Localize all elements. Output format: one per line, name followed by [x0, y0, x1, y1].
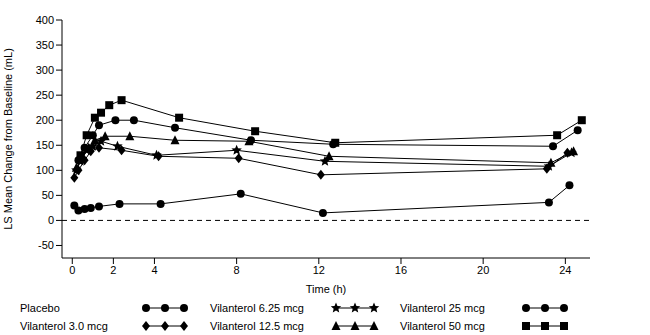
svg-text:50: 50: [42, 189, 54, 201]
svg-text:300: 300: [36, 64, 54, 76]
svg-text:-50: -50: [38, 239, 54, 251]
svg-text:150: 150: [36, 139, 54, 151]
html-text:Vilanterol 6.25 mcg: Vilanterol 6.25 mcg: [210, 302, 304, 314]
svg-text:2: 2: [110, 264, 116, 276]
svg-text:12: 12: [313, 264, 325, 276]
svg-text:200: 200: [36, 114, 54, 126]
svg-text:250: 250: [36, 89, 54, 101]
svg-text:400: 400: [36, 14, 54, 26]
svg-text:100: 100: [36, 164, 54, 176]
svg-text:20: 20: [477, 264, 489, 276]
html-text:Placebo: Placebo: [20, 302, 60, 314]
svg-text:24: 24: [559, 264, 571, 276]
html-text:Vilanterol 50 mcg: Vilanterol 50 mcg: [400, 320, 485, 332]
svg-text:0: 0: [48, 214, 54, 226]
svg-text:LS Mean Change from Baseline (: LS Mean Change from Baseline (mL): [8, 48, 14, 230]
html-text:Vilanterol 3.0 mcg: Vilanterol 3.0 mcg: [20, 320, 108, 332]
html-text:Vilanterol 25 mcg: Vilanterol 25 mcg: [400, 302, 485, 314]
svg-text:350: 350: [36, 39, 54, 51]
svg-text:8: 8: [234, 264, 240, 276]
svg-text:16: 16: [395, 264, 407, 276]
svg-text:Time (h): Time (h): [306, 283, 347, 295]
svg-text:4: 4: [151, 264, 157, 276]
html-text:Vilanterol 12.5 mcg: Vilanterol 12.5 mcg: [210, 320, 304, 332]
svg-text:0: 0: [69, 264, 75, 276]
